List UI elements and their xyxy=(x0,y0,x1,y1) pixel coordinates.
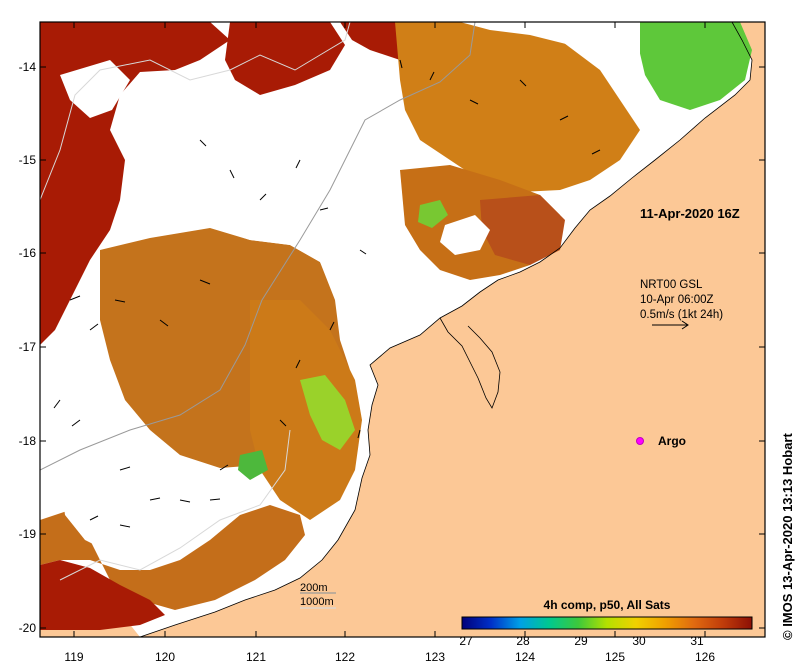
contour-1000m xyxy=(40,22,351,201)
map-frame xyxy=(39,21,766,638)
imos-credit: © IMOS 13-Apr-2020 13:13 Hobart xyxy=(780,433,795,640)
current-model-info: NRT00 GSL 10-Apr 06:00Z 0.5m/s (1kt 24h) xyxy=(640,278,723,323)
cloud-gap-central xyxy=(170,108,410,370)
cloud-gap-north xyxy=(60,60,130,118)
sst-green-coastal xyxy=(300,375,355,450)
x-tick-label: 123 xyxy=(424,650,446,664)
contour-1000m-south xyxy=(59,429,291,581)
cloud-gap-northeast xyxy=(460,22,640,80)
y-tick-label: -20 xyxy=(18,621,36,635)
legend-tick: 29 xyxy=(574,634,588,648)
y-tick-marks xyxy=(40,66,765,629)
depth-1000-label: 1000m xyxy=(300,596,334,608)
argo-label: Argo xyxy=(658,434,686,448)
x-tick-label: 126 xyxy=(694,650,716,664)
x-tick-label: 125 xyxy=(604,650,626,664)
model-scale: 0.5m/s (1kt 24h) xyxy=(640,309,724,321)
model-name: NRT00 GSL xyxy=(640,279,703,291)
cloud-gap-southcentral xyxy=(60,460,240,555)
legend-tick: 31 xyxy=(690,634,704,648)
sst-orange-shelf xyxy=(250,300,362,520)
cloud-gap-inner xyxy=(440,215,490,255)
cloud-gap-west xyxy=(40,330,115,480)
y-tick-label: -14 xyxy=(18,60,36,74)
sst-green-northeast xyxy=(638,22,752,110)
sst-orange-north xyxy=(395,22,640,192)
sst-warm-north xyxy=(225,22,345,95)
land-peninsula xyxy=(440,318,500,408)
sst-warm-southwest xyxy=(40,560,165,630)
legend-title: 4h comp, p50, All Sats xyxy=(543,598,671,612)
model-time: 10-Apr 06:00Z xyxy=(640,294,714,306)
y-tick-label: -15 xyxy=(18,153,36,167)
observation-timestamp: 11-Apr-2020 16Z xyxy=(640,206,740,221)
color-bar xyxy=(461,616,753,630)
x-tick-label: 119 xyxy=(64,650,84,664)
y-tick-label: -19 xyxy=(18,527,36,541)
legend-tick: 30 xyxy=(632,634,646,648)
y-tick-label: -16 xyxy=(18,246,36,260)
sst-green-spot xyxy=(238,450,268,480)
sst-brown-pocket xyxy=(480,195,565,265)
sst-green-nearshore xyxy=(418,200,448,228)
x-tick-label: 122 xyxy=(334,650,356,664)
legend-tick: 27 xyxy=(459,634,473,648)
contour-200m xyxy=(40,22,476,471)
x-tick-label: 121 xyxy=(245,650,267,664)
y-tick-label: -17 xyxy=(18,340,36,354)
reference-arrow xyxy=(652,320,689,330)
depth-200-label: 200m xyxy=(300,582,328,594)
legend-tick: 28 xyxy=(516,634,530,648)
x-tick-marks xyxy=(73,22,706,637)
x-tick-label: 120 xyxy=(154,650,176,664)
coastline-peninsula xyxy=(439,317,501,409)
sst-orange-south xyxy=(40,505,305,610)
y-tick-label: -18 xyxy=(18,434,36,448)
current-vectors xyxy=(53,59,601,528)
x-tick-label: 124 xyxy=(514,650,536,664)
argo-marker xyxy=(636,437,644,445)
coastline xyxy=(139,22,753,637)
